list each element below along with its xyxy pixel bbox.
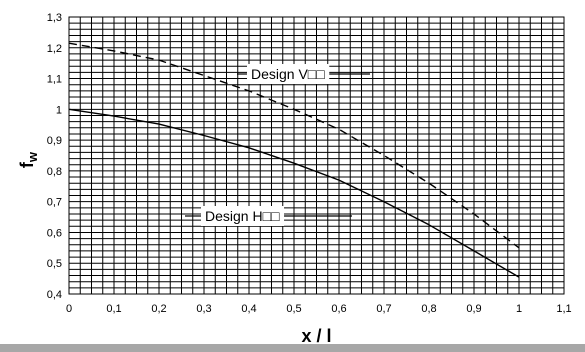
x-tick-label: 0,8 bbox=[421, 303, 436, 315]
annotation-layer: Design V□□ Design H□□ bbox=[185, 64, 370, 226]
y-tick-label: 0,9 bbox=[47, 135, 62, 147]
annotation-h-background bbox=[201, 206, 285, 226]
x-tick-label: 1 bbox=[516, 303, 522, 315]
annotation-design-h: Design H□□ bbox=[205, 208, 280, 224]
annotation-design-v: Design V□□ bbox=[251, 66, 325, 82]
y-tick-label: 0,8 bbox=[47, 166, 62, 178]
y-axis-title: fw bbox=[17, 151, 40, 168]
x-tick-label: 0,9 bbox=[466, 303, 481, 315]
plot-frame bbox=[68, 16, 565, 295]
x-tick-label: 0,1 bbox=[106, 303, 121, 315]
x-tick-labels: 0 0,1 0,2 0,3 0,4 0,5 0,6 0,7 0,8 0,9 1 1,1 bbox=[66, 303, 572, 315]
y-tick-label: 0,5 bbox=[47, 258, 62, 270]
y-tick-label: 0,6 bbox=[47, 227, 62, 239]
grid bbox=[69, 17, 564, 294]
x-tick-label: 0,4 bbox=[241, 303, 256, 315]
y-tick-labels: 0,4 0,5 0,6 0,7 0,8 0,9 1 1,1 1,2 1,3 bbox=[47, 12, 62, 301]
series-line-design-v bbox=[68, 42, 520, 249]
y-axis-title-main: f bbox=[17, 161, 37, 168]
x-tick-label: 0,7 bbox=[376, 303, 391, 315]
y-tick-label: 1,2 bbox=[47, 43, 62, 55]
y-tick-label: 1,3 bbox=[47, 12, 62, 24]
x-tick-label: 0,3 bbox=[196, 303, 211, 315]
x-tick-label: 0,5 bbox=[286, 303, 301, 315]
bottom-band bbox=[0, 344, 585, 352]
series-line-design-h bbox=[68, 108, 520, 278]
y-tick-label: 1,1 bbox=[47, 74, 62, 86]
annotation-v-background bbox=[247, 64, 330, 84]
y-tick-label: 1 bbox=[56, 104, 62, 116]
y-axis-title-subscript: w bbox=[25, 151, 40, 163]
x-tick-label: 0 bbox=[66, 303, 72, 315]
y-tick-label: 0,4 bbox=[47, 289, 62, 301]
x-tick-label: 1,1 bbox=[556, 303, 571, 315]
series-layer bbox=[68, 42, 520, 278]
x-axis-title: x / l bbox=[301, 326, 331, 346]
y-tick-label: 0,7 bbox=[47, 197, 62, 209]
x-tick-label: 0,2 bbox=[151, 303, 166, 315]
x-tick-label: 0,6 bbox=[331, 303, 346, 315]
